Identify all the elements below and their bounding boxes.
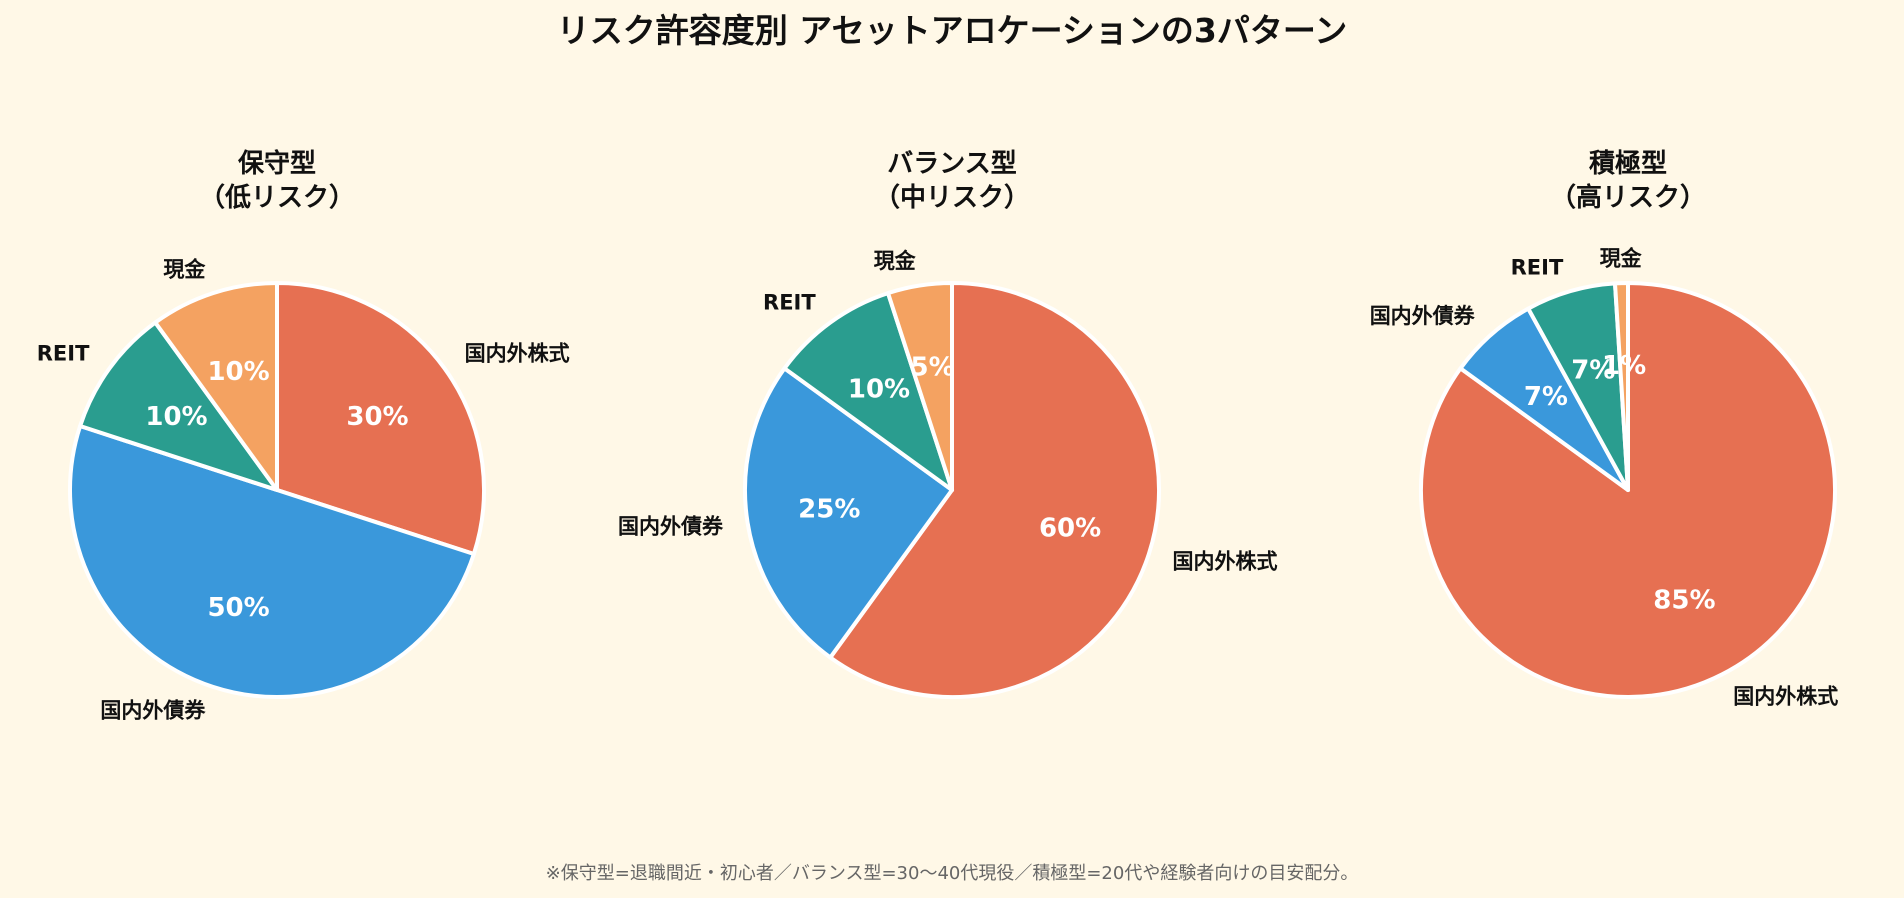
pie-slice-label: 現金 — [1600, 246, 1643, 270]
pie-percent-label: 25% — [798, 494, 860, 524]
pie-percent-label: 7% — [1571, 356, 1615, 386]
pie-slice-label: REIT — [763, 290, 816, 314]
pie-title-line2: （高リスク） — [1550, 182, 1706, 213]
pie-percent-label: 60% — [1039, 513, 1101, 543]
pie-slice-label: 国内外債券 — [1370, 304, 1476, 328]
chart-title: リスク許容度別 アセットアロケーションの3パターン — [557, 11, 1347, 50]
pie-slice-cash — [1613, 281, 1630, 492]
pie-slice-label: 現金 — [163, 258, 206, 282]
pie-slice-bonds — [743, 366, 954, 660]
pie-percent-label: 10% — [207, 357, 269, 387]
pie-title-line2: （低リスク） — [199, 183, 355, 213]
pie-slice-label: 国内外株式 — [465, 342, 570, 366]
pie-percent-label: 1% — [1602, 351, 1646, 381]
pie-slice-cash — [153, 281, 279, 492]
pie-percent-label: 30% — [346, 402, 408, 432]
pie-slice-reit — [78, 320, 279, 492]
pie-slice-stocks — [275, 281, 486, 556]
pie-percent-label: 7% — [1524, 382, 1568, 412]
pie-slice-label: 現金 — [874, 249, 917, 273]
pie-slice-cash — [886, 281, 954, 492]
pie-slice-bonds — [68, 424, 476, 700]
pie-slice-label: 国内外債券 — [618, 514, 724, 538]
pie-title-line2: （中リスク） — [874, 183, 1030, 213]
footnote: ※保守型=退職間近・初心者／バランス型=30〜40代現役／積極型=20代や経験者… — [546, 863, 1359, 884]
pie-chart-aggressive: 積極型 （高リスク） 85% 国内外株式 7% 国内外債券 7% REIT 1% 現金 — [1370, 149, 1839, 709]
pie-slice-stocks — [828, 281, 1161, 699]
pie-slice-label: REIT — [1511, 255, 1564, 279]
pie-slice-label: 国内外株式 — [1173, 550, 1278, 574]
pie-percent-label: 5% — [911, 352, 955, 382]
pie-slice-label: REIT — [37, 342, 90, 366]
pie-chart-conservative: 保守型 （低リスク） 30% 国内外株式 50% 国内外債券 10% REIT 10% 現金 — [37, 148, 570, 723]
pie-title-line1: 保守型 — [237, 148, 316, 179]
pie-slice-reit — [782, 291, 954, 492]
pie-title-line1: 積極型 — [1589, 149, 1667, 179]
pie-percent-label: 10% — [848, 375, 910, 405]
pie-title-line1: バランス型 — [887, 149, 1016, 179]
pie-percent-label: 10% — [145, 402, 207, 432]
pie-chart-balanced: バランス型 （中リスク） 60% 国内外株式 25% 国内外債券 10% REIT 5% 現金 — [618, 149, 1278, 699]
pie-percent-label: 50% — [207, 593, 269, 623]
pie-percent-label: 85% — [1653, 586, 1715, 616]
pie-slice-label: 国内外株式 — [1733, 685, 1838, 709]
pie-slice-label: 国内外債券 — [100, 699, 206, 723]
